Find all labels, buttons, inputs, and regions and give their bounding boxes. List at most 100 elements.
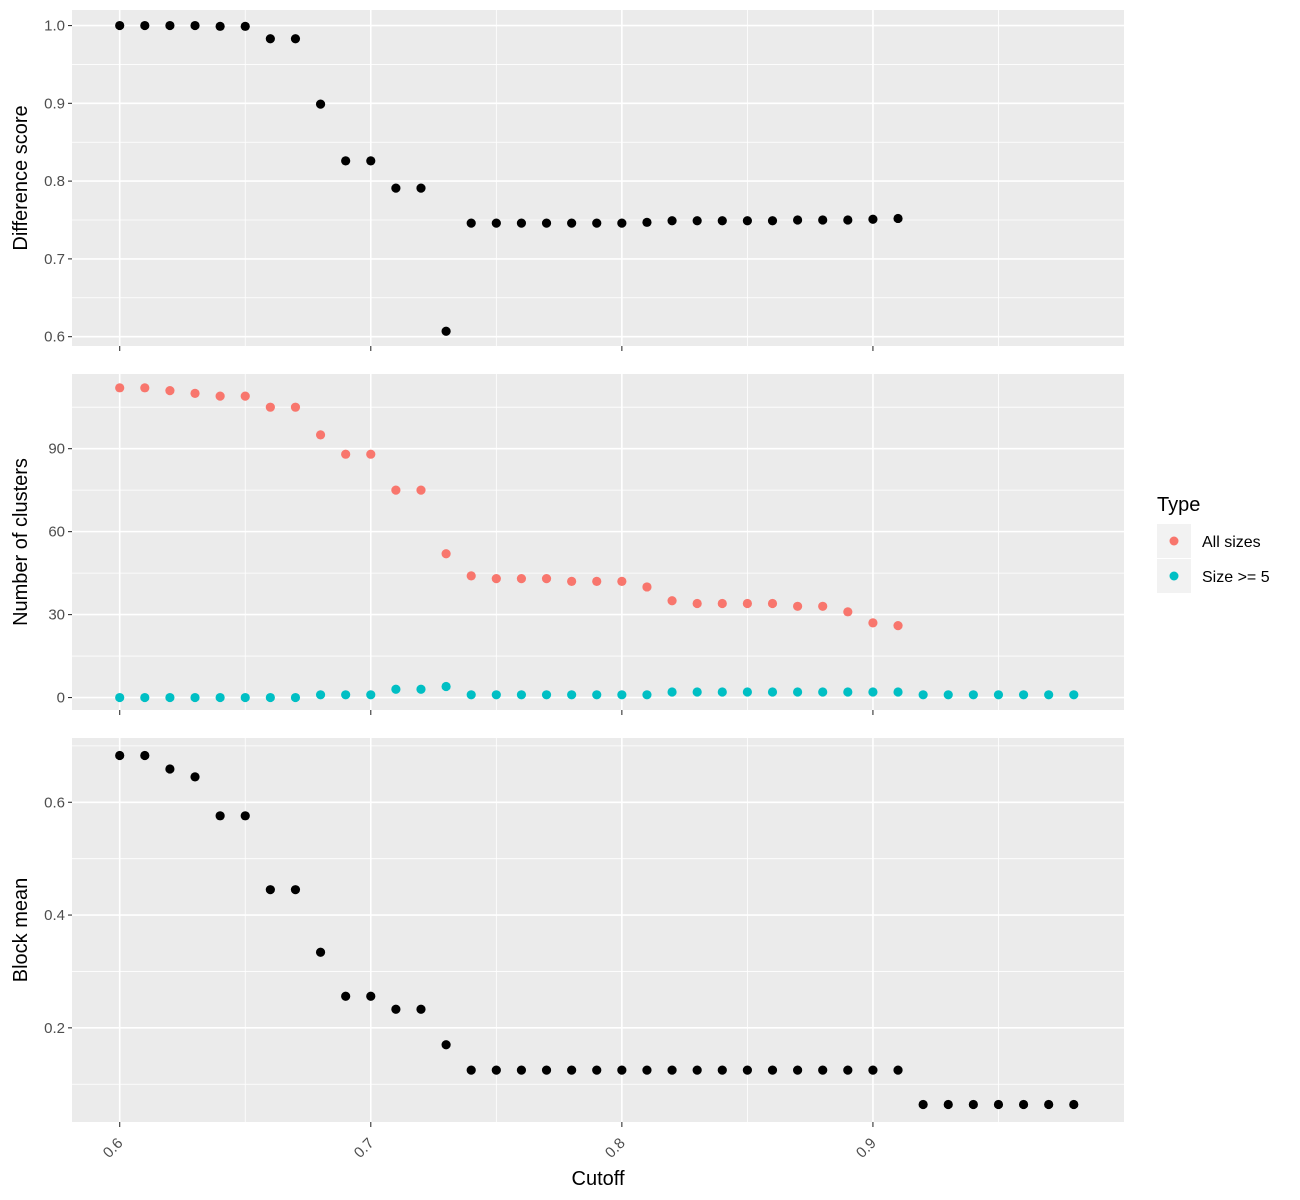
x-tick-label: 0.6	[100, 1135, 127, 1162]
data-point	[868, 214, 878, 224]
series-difference	[115, 20, 903, 336]
data-point	[617, 690, 627, 700]
x-axis-title: Cutoff	[572, 1168, 625, 1190]
data-point	[115, 750, 125, 761]
data-point	[717, 1065, 727, 1075]
legend-label-size-5: Size >= 5	[1202, 569, 1270, 586]
data-point	[391, 485, 401, 495]
data-point	[416, 684, 426, 694]
data-point	[918, 1099, 928, 1110]
data-point	[516, 218, 527, 228]
data-point	[315, 430, 326, 440]
panel-background	[72, 738, 1124, 1122]
data-point	[416, 485, 426, 495]
data-point	[215, 391, 225, 401]
data-point	[366, 690, 376, 700]
data-point	[240, 692, 250, 703]
data-point	[742, 216, 752, 226]
data-point	[1069, 1099, 1079, 1110]
data-point	[793, 601, 803, 611]
data-point	[441, 1040, 451, 1050]
data-point	[541, 1065, 552, 1075]
data-point	[315, 690, 326, 700]
data-point	[592, 576, 602, 587]
series-blockmean	[115, 750, 1079, 1110]
data-point	[165, 692, 175, 703]
y-tick-label: 0.8	[44, 173, 65, 190]
data-point	[667, 216, 677, 226]
data-point	[868, 687, 878, 697]
data-point	[1044, 690, 1054, 700]
panel-difference: 0.6 0.7 0.8 0.9 1.0 Difference score	[10, 10, 1124, 351]
data-point	[290, 34, 301, 44]
data-point	[868, 1065, 878, 1075]
data-point	[516, 1065, 527, 1075]
data-point	[1018, 1099, 1029, 1110]
data-point	[441, 681, 451, 692]
y-tick-label: 0.7	[44, 251, 65, 268]
data-point	[1069, 690, 1079, 700]
data-point	[818, 215, 828, 225]
panel-clusters: 0 30 60 90 Number of clusters	[10, 374, 1124, 715]
y-tick-label: 0.6	[44, 794, 65, 811]
x-tick-label: 0.9	[853, 1135, 880, 1162]
data-point	[341, 991, 351, 1001]
y-tick-label: 30	[48, 607, 65, 624]
data-point	[592, 218, 602, 228]
data-point	[391, 183, 401, 193]
data-point	[416, 183, 426, 193]
data-point	[391, 1004, 401, 1014]
data-point	[617, 1065, 627, 1075]
legend-dot-size-5	[1169, 571, 1179, 581]
panel-background	[72, 374, 1124, 710]
y-axis-title: Block mean	[10, 878, 32, 983]
data-point	[767, 1065, 778, 1075]
data-point	[1044, 1099, 1054, 1110]
data-point	[717, 598, 727, 609]
data-point	[567, 576, 577, 587]
data-point	[240, 811, 250, 821]
data-point	[265, 885, 275, 895]
data-point	[717, 687, 727, 697]
data-point	[793, 1065, 803, 1075]
data-point	[667, 596, 677, 606]
data-point	[667, 687, 677, 697]
data-point	[692, 1065, 702, 1075]
data-point	[290, 402, 301, 412]
data-point	[115, 692, 125, 703]
data-point	[466, 1065, 476, 1075]
y-tick-label: 1.0	[44, 18, 65, 35]
data-point	[416, 1004, 426, 1014]
data-point	[943, 1099, 953, 1110]
data-point	[491, 574, 501, 584]
data-point	[767, 598, 778, 609]
data-point	[567, 1065, 577, 1075]
data-point	[567, 690, 577, 700]
data-point	[968, 1099, 978, 1110]
data-point	[642, 217, 652, 227]
data-point	[642, 1065, 652, 1075]
data-point	[993, 690, 1004, 700]
data-point	[366, 991, 376, 1001]
y-tick-label: 0	[57, 690, 65, 707]
y-tick-label: 0.9	[44, 95, 65, 112]
data-point	[667, 1065, 677, 1075]
data-point	[617, 218, 627, 228]
data-point	[315, 947, 326, 957]
data-point	[140, 692, 150, 703]
data-point	[642, 582, 652, 592]
data-point	[341, 156, 351, 166]
series-size-5	[115, 681, 1079, 703]
data-point	[717, 216, 727, 226]
data-point	[943, 690, 953, 700]
data-point	[742, 1065, 752, 1075]
data-point	[441, 326, 451, 336]
data-point	[466, 218, 476, 228]
data-point	[115, 383, 125, 393]
data-point	[843, 1065, 853, 1075]
data-point	[742, 598, 752, 609]
y-tick-label: 90	[48, 441, 65, 458]
data-point	[165, 385, 175, 396]
data-point	[491, 1065, 501, 1075]
